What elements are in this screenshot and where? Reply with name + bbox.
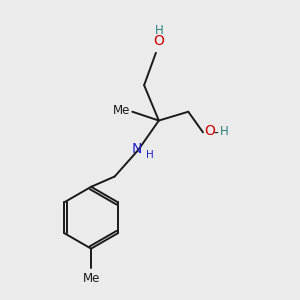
Text: H: H: [154, 24, 163, 37]
Text: Me: Me: [82, 272, 100, 285]
Text: Me: Me: [112, 104, 130, 117]
Text: O: O: [205, 124, 215, 138]
Text: -: -: [213, 127, 218, 140]
Text: O: O: [153, 34, 164, 47]
Text: H: H: [146, 150, 153, 160]
Text: H: H: [220, 125, 229, 138]
Text: N: N: [132, 142, 142, 155]
